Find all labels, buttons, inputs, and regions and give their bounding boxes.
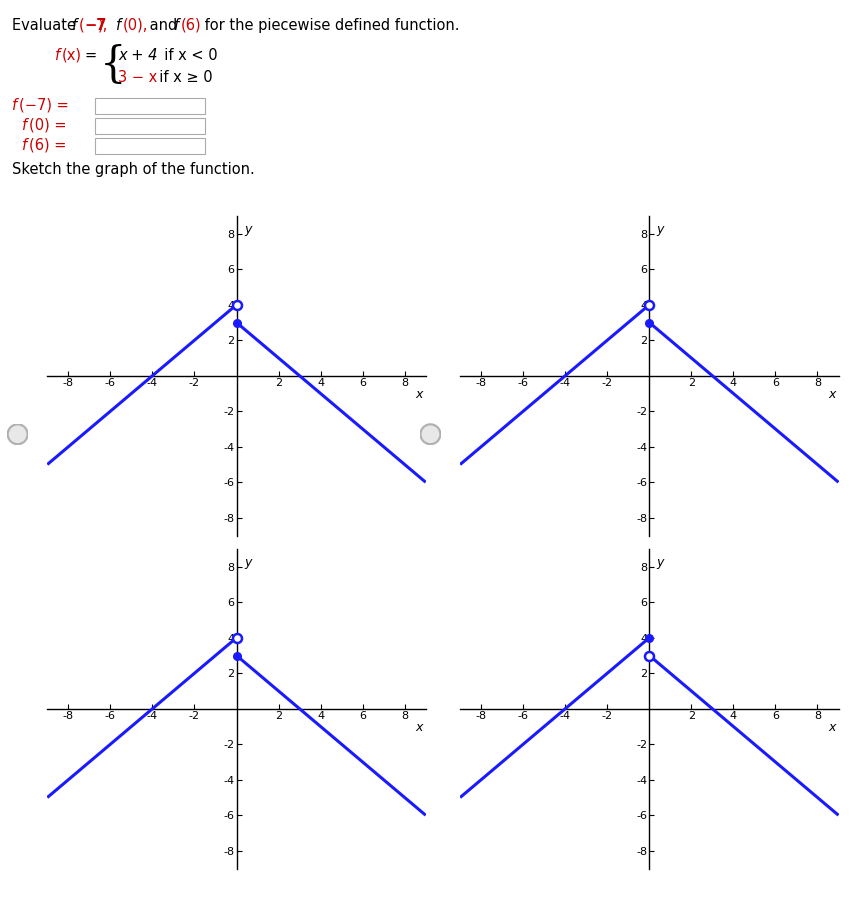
Text: f: f [116, 18, 121, 33]
Text: (0) =: (0) = [29, 118, 66, 133]
Text: (0),: (0), [123, 18, 149, 33]
Text: x: x [828, 388, 836, 401]
Circle shape [9, 426, 26, 443]
Text: if x ≥ 0: if x ≥ 0 [150, 70, 212, 85]
Text: Evaluate: Evaluate [12, 18, 81, 33]
Text: {: { [100, 44, 126, 86]
Text: and: and [145, 18, 181, 33]
Text: y: y [244, 556, 251, 569]
Text: f: f [72, 18, 77, 33]
Circle shape [7, 424, 28, 445]
Text: 3 − x: 3 − x [118, 70, 157, 85]
Text: y: y [657, 223, 664, 236]
Text: f: f [12, 98, 17, 113]
Text: f: f [55, 48, 60, 63]
Text: f: f [174, 18, 179, 33]
Text: y: y [244, 223, 251, 236]
Text: y: y [657, 556, 664, 569]
FancyBboxPatch shape [95, 138, 205, 154]
Text: (6): (6) [181, 18, 201, 33]
Text: x: x [415, 388, 423, 401]
Text: f: f [22, 118, 28, 133]
Text: f: f [22, 138, 28, 153]
Text: x: x [828, 721, 836, 734]
Text: (6) =: (6) = [29, 138, 66, 153]
Text: for the piecewise defined function.: for the piecewise defined function. [200, 18, 459, 33]
Text: Sketch the graph of the function.: Sketch the graph of the function. [12, 162, 255, 177]
FancyBboxPatch shape [95, 98, 205, 114]
Circle shape [422, 426, 439, 443]
Text: x + 4: x + 4 [118, 48, 157, 63]
Text: (x): (x) [62, 48, 82, 63]
Text: =: = [84, 48, 96, 63]
Text: ),: ), [98, 18, 108, 33]
Text: −7: −7 [84, 18, 107, 33]
Text: (−7) =: (−7) = [19, 98, 69, 113]
Text: (: ( [79, 18, 85, 33]
FancyBboxPatch shape [95, 118, 205, 134]
Text: x: x [415, 721, 423, 734]
Text: if x < 0: if x < 0 [155, 48, 218, 63]
Circle shape [420, 424, 440, 445]
